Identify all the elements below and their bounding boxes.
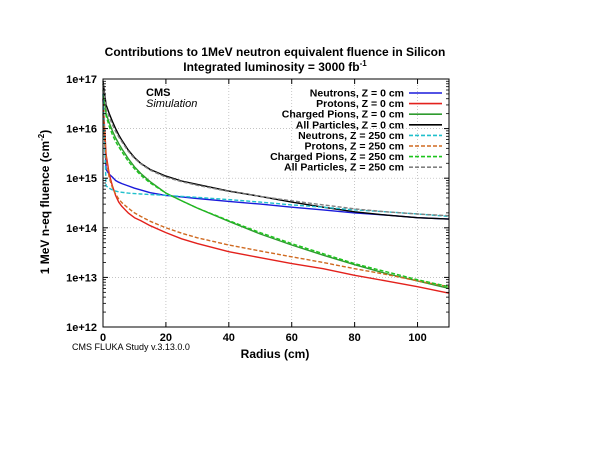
legend-label: Protons, Z = 250 cm [305, 141, 405, 153]
x-tick-label: 80 [349, 332, 361, 344]
chart-subtitle: Integrated luminosity = 3000 fb-1 [183, 59, 367, 74]
y-axis-title: 1 MeV n-eq fluence (cm-2) [37, 130, 52, 275]
y-tick-label: 1e+17 [66, 74, 97, 86]
legend-label: Charged Pions, Z = 0 cm [282, 109, 404, 121]
y-tick-label: 1e+14 [66, 223, 98, 235]
series-line-5 [102, 93, 450, 218]
legend-label: Protons, Z = 0 cm [316, 98, 404, 110]
x-axis-title: Radius (cm) [241, 347, 310, 361]
series-lines [102, 81, 450, 294]
plot-frame [102, 78, 450, 328]
series-line-7 [102, 89, 450, 288]
y-tick-label: 1e+15 [66, 173, 97, 185]
y-tick-label: 1e+13 [66, 272, 97, 284]
series-line-4 [102, 81, 450, 220]
x-tick-label: 0 [100, 332, 106, 344]
simulation-label: Simulation [146, 98, 197, 110]
legend-label: Charged Pions, Z = 250 cm [270, 151, 404, 163]
y-tick-label: 1e+16 [66, 124, 97, 136]
legend-label: Neutrons, Z = 0 cm [310, 88, 404, 100]
cms-label: CMS [146, 87, 170, 99]
x-tick-label: 20 [160, 332, 172, 344]
x-tick-label: 100 [408, 332, 426, 344]
x-tick-label: 40 [223, 332, 235, 344]
chart-title: Contributions to 1MeV neutron equivalent… [105, 45, 446, 59]
axis-ticks: 0 20 40 60 80 100 1e+12 1e+13 1e+14 1e+15 1e+16 1e+… [66, 74, 449, 344]
series-line-1 [102, 98, 450, 220]
legend-label: All Particles, Z = 250 cm [284, 162, 404, 174]
legend-label: Neutrons, Z = 250 cm [298, 130, 404, 142]
series-line-8 [102, 83, 450, 217]
x-tick-label: 60 [286, 332, 298, 344]
y-tick-label: 1e+12 [66, 322, 97, 334]
footnote: CMS FLUKA Study v.3.13.0.0 [72, 342, 190, 352]
legend-label: All Particles, Z = 0 cm [296, 119, 404, 131]
series-line-6 [102, 113, 450, 288]
